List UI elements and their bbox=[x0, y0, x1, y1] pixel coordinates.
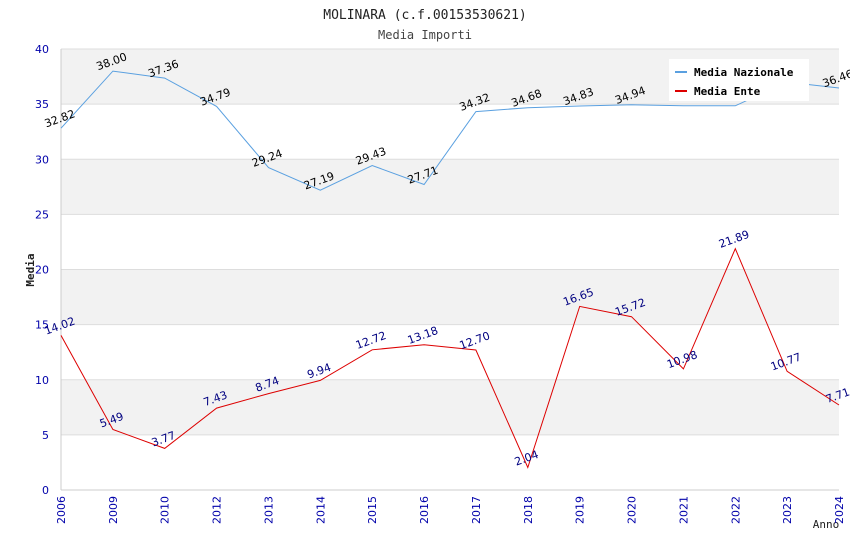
series-line-1 bbox=[60, 70, 840, 191]
grid-band bbox=[61, 159, 839, 215]
grid-band bbox=[61, 269, 839, 325]
y-tick-label: 30 bbox=[35, 153, 49, 166]
grid-band bbox=[61, 104, 839, 160]
y-tick-label: 25 bbox=[35, 208, 49, 221]
y-tick-label: 15 bbox=[35, 319, 49, 332]
grid-band bbox=[61, 434, 839, 490]
y-tick-label: 35 bbox=[35, 98, 49, 111]
x-tick-label: 2014 bbox=[314, 496, 327, 524]
background-bands bbox=[61, 49, 839, 490]
x-tick-label: 2022 bbox=[729, 496, 742, 524]
x-tick-label: 2021 bbox=[677, 496, 690, 524]
x-tick-label: 2016 bbox=[418, 496, 431, 524]
x-tick-label: 2023 bbox=[781, 496, 794, 524]
chart-title: MOLINARA (c.f.00153530621) bbox=[323, 8, 527, 23]
series-line-2 bbox=[60, 247, 840, 469]
chart-subtitle: Media Importi bbox=[378, 28, 472, 42]
legend-entry: Media Nazionale bbox=[694, 66, 794, 79]
x-tick-label: 2015 bbox=[366, 496, 379, 524]
x-axis-label: Anno bbox=[813, 518, 840, 531]
legend-box bbox=[669, 59, 809, 101]
x-tick-label: 2010 bbox=[159, 496, 172, 524]
series-lines bbox=[60, 70, 840, 469]
x-tick-label: 2009 bbox=[107, 496, 120, 524]
x-tick-label: 2012 bbox=[211, 496, 224, 524]
x-tick-label: 2013 bbox=[262, 496, 275, 524]
x-tick-label: 2019 bbox=[574, 496, 587, 524]
legend: Media Nazionale Media Ente bbox=[669, 59, 809, 101]
y-tick-label: 0 bbox=[42, 484, 49, 497]
y-axis-label: Media bbox=[24, 253, 37, 286]
x-tick-label: 2018 bbox=[522, 496, 535, 524]
legend-entry: Media Ente bbox=[694, 85, 761, 98]
y-tick-label: 40 bbox=[35, 43, 49, 56]
grid-band bbox=[61, 379, 839, 435]
x-tick-label: 2020 bbox=[626, 496, 639, 524]
y-tick-label: 5 bbox=[42, 429, 49, 442]
grid-band bbox=[61, 324, 839, 380]
x-tick-label: 2006 bbox=[55, 496, 68, 524]
y-tick-label: 20 bbox=[35, 264, 49, 277]
y-tick-labels: 0 5 10 15 20 25 30 35 40 bbox=[35, 43, 49, 497]
x-tick-label: 2024 bbox=[833, 496, 846, 524]
grid-band bbox=[61, 214, 839, 270]
gridlines bbox=[60, 48, 839, 491]
x-tick-labels: 2006 2009 2010 2012 2013 2014 2015 2016 2017 2018… bbox=[55, 496, 846, 524]
y-tick-label: 10 bbox=[35, 374, 49, 387]
x-tick-label: 2017 bbox=[470, 496, 483, 524]
